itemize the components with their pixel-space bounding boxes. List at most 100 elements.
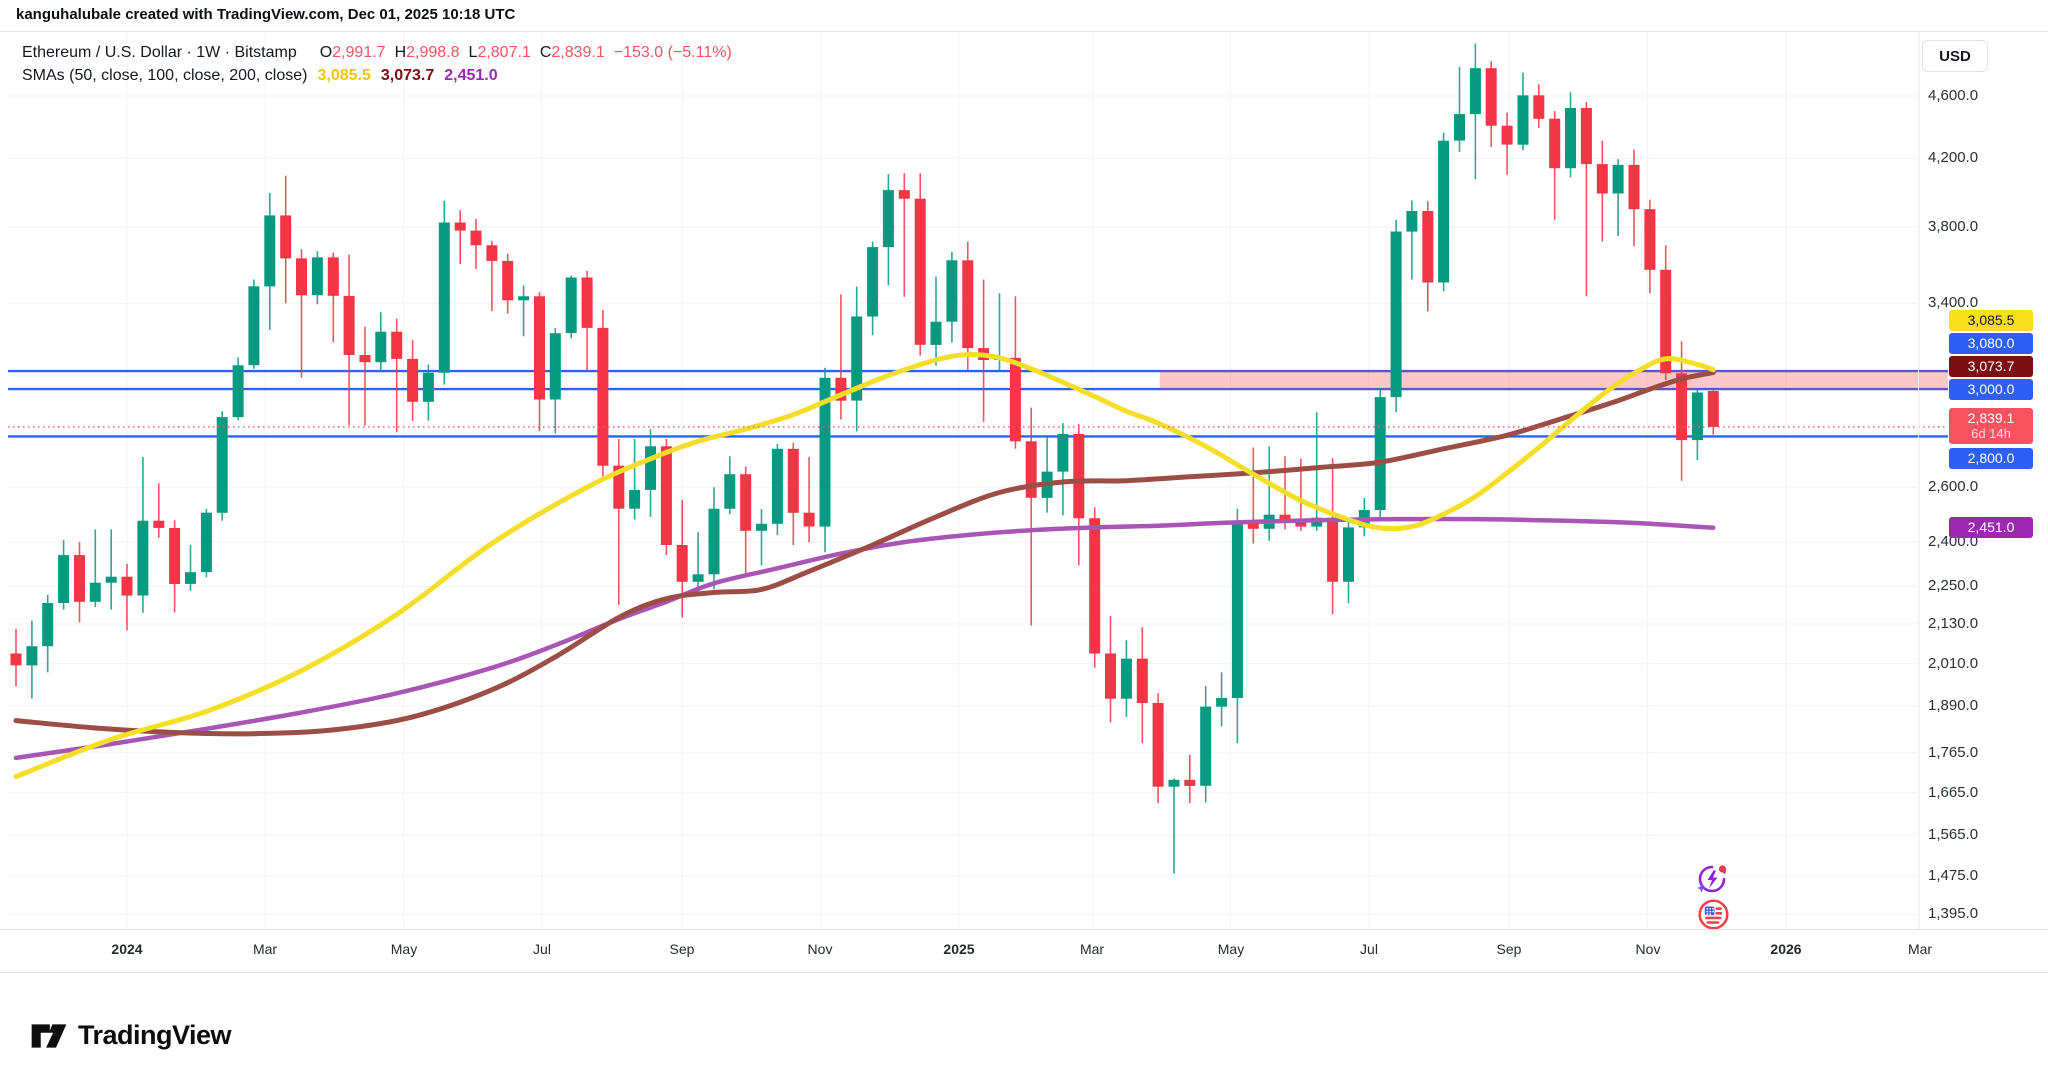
candle[interactable]: [1628, 149, 1640, 247]
candle[interactable]: [137, 457, 149, 613]
candle[interactable]: [169, 520, 181, 613]
candle[interactable]: [946, 251, 958, 343]
sma-200-line[interactable]: [13, 516, 1716, 761]
candle[interactable]: [1612, 159, 1624, 237]
candle[interactable]: [232, 357, 244, 421]
candle[interactable]: [470, 218, 482, 269]
candle[interactable]: [1406, 200, 1418, 280]
candle[interactable]: [740, 466, 752, 575]
candle[interactable]: [708, 487, 720, 590]
candle[interactable]: [1200, 686, 1212, 803]
candle[interactable]: [1676, 341, 1688, 481]
candle[interactable]: [645, 429, 656, 517]
candle[interactable]: [391, 318, 403, 433]
candle[interactable]: [42, 594, 54, 673]
candle[interactable]: [914, 173, 926, 356]
candle[interactable]: [1596, 140, 1608, 242]
candle[interactable]: [1152, 693, 1164, 804]
candle[interactable]: [851, 286, 863, 432]
candle[interactable]: [1216, 672, 1228, 727]
candle[interactable]: [1247, 447, 1259, 544]
chart-canvas[interactable]: [0, 32, 2048, 961]
candle[interactable]: [549, 327, 561, 434]
ai-event-icon[interactable]: [1695, 862, 1729, 896]
candle[interactable]: [676, 499, 688, 618]
price-chart[interactable]: Ethereum / U.S. Dollar · 1W · Bitstamp O2…: [0, 31, 2048, 961]
candle[interactable]: [296, 249, 307, 378]
time-axis[interactable]: 2024 Mar May Jul Sep Nov 2025 Mar May Jul Sep Nov 20…: [0, 929, 2048, 973]
candle[interactable]: [248, 279, 260, 369]
candle[interactable]: [1009, 296, 1021, 449]
candle[interactable]: [1501, 112, 1513, 175]
candle[interactable]: [534, 292, 545, 431]
candle[interactable]: [375, 312, 387, 373]
candle[interactable]: [311, 251, 323, 305]
candle[interactable]: [882, 174, 894, 286]
candle[interactable]: [756, 509, 767, 566]
candle[interactable]: [613, 439, 625, 605]
candle[interactable]: [1073, 424, 1085, 566]
sma-50-line[interactable]: [13, 352, 1716, 780]
candle[interactable]: [1533, 84, 1545, 128]
candle[interactable]: [343, 254, 355, 426]
candle[interactable]: [518, 285, 530, 337]
currency-usd-button[interactable]: USD: [1922, 40, 1988, 72]
candle[interactable]: [407, 340, 419, 421]
candle[interactable]: [454, 210, 466, 265]
candle[interactable]: [692, 532, 704, 588]
candle[interactable]: [1231, 508, 1243, 744]
candle[interactable]: [930, 276, 942, 366]
candle[interactable]: [264, 193, 276, 330]
candle[interactable]: [1549, 111, 1561, 220]
candle[interactable]: [1469, 43, 1481, 180]
candle[interactable]: [1120, 640, 1132, 717]
candle[interactable]: [660, 438, 672, 556]
candle[interactable]: [1707, 389, 1719, 435]
candle[interactable]: [1644, 199, 1656, 294]
candle[interactable]: [1311, 412, 1323, 531]
candle[interactable]: [1438, 132, 1450, 292]
candle[interactable]: [597, 310, 609, 477]
candle[interactable]: [1390, 219, 1402, 413]
candle[interactable]: [771, 443, 783, 535]
candle[interactable]: [359, 326, 371, 426]
candle[interactable]: [787, 442, 799, 545]
candle[interactable]: [1263, 446, 1275, 541]
sma-100-line[interactable]: [13, 370, 1716, 737]
us-economic-event-icon[interactable]: [1697, 898, 1731, 932]
candle[interactable]: [74, 542, 85, 623]
candle[interactable]: [1343, 521, 1354, 604]
candle[interactable]: [1580, 102, 1592, 297]
candle[interactable]: [629, 438, 641, 520]
candle[interactable]: [581, 271, 593, 372]
candle[interactable]: [1422, 201, 1434, 312]
candle[interactable]: [153, 483, 165, 538]
candle[interactable]: [200, 508, 212, 578]
candle[interactable]: [26, 620, 38, 699]
sma-legend-label[interactable]: SMAs (50, close, 100, close, 200, close): [22, 67, 308, 84]
candle[interactable]: [565, 275, 577, 339]
candle[interactable]: [962, 241, 974, 370]
candle[interactable]: [1041, 437, 1053, 513]
candle[interactable]: [10, 628, 22, 687]
resistance-zone[interactable]: [1159, 370, 1948, 391]
candle[interactable]: [1517, 72, 1529, 151]
candle[interactable]: [422, 364, 434, 421]
candle[interactable]: [819, 367, 831, 553]
candle[interactable]: [898, 173, 910, 297]
candle[interactable]: [1454, 66, 1465, 152]
candle[interactable]: [1105, 615, 1116, 723]
candle[interactable]: [1184, 754, 1196, 804]
candle[interactable]: [121, 563, 133, 631]
candle[interactable]: [978, 279, 990, 422]
candle[interactable]: [105, 529, 117, 610]
candles-series[interactable]: [10, 43, 1719, 874]
candle[interactable]: [486, 240, 498, 311]
candle[interactable]: [1136, 627, 1148, 744]
candle[interactable]: [1168, 778, 1180, 874]
candle[interactable]: [835, 294, 847, 420]
candle[interactable]: [724, 456, 736, 515]
candle[interactable]: [1691, 389, 1703, 461]
candle[interactable]: [327, 252, 339, 343]
tradingview-logo[interactable]: TradingView: [30, 1020, 232, 1051]
